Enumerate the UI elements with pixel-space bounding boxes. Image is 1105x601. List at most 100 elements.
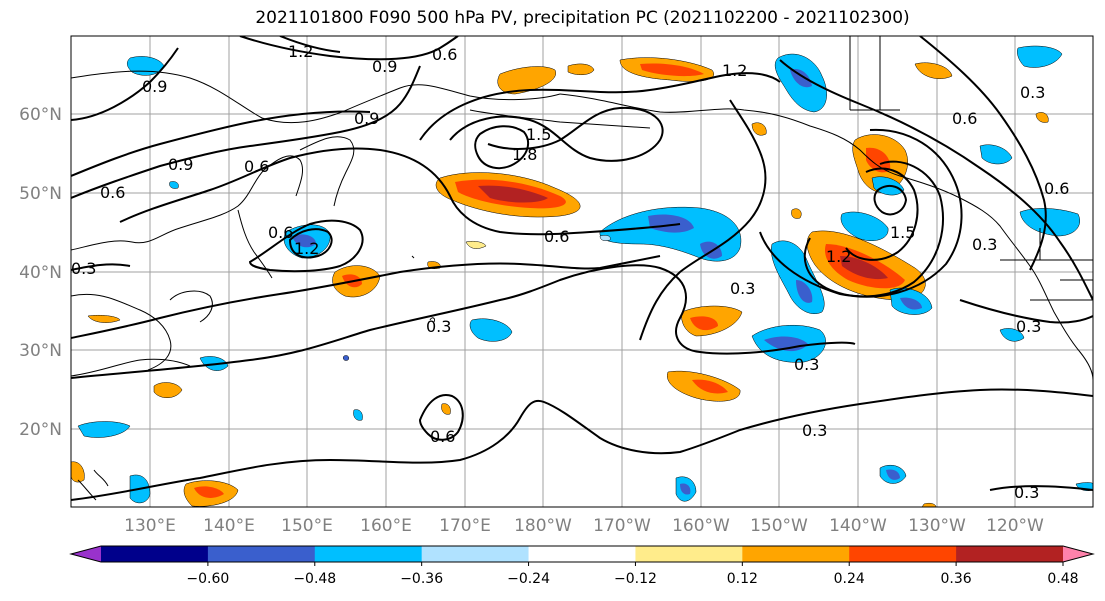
lon-label-130e: 130°E bbox=[124, 516, 176, 536]
contour-label: 0.3 bbox=[730, 279, 755, 298]
pv-contour-0.9 bbox=[71, 47, 179, 121]
pv-contour-0.3 bbox=[71, 388, 1093, 501]
lon-label-120w: 120°W bbox=[986, 516, 1044, 536]
colorbar-segment bbox=[849, 546, 957, 562]
colorbar-segment bbox=[635, 546, 743, 562]
map-frame bbox=[70, 35, 1094, 508]
pv-contour-0.6 bbox=[779, 59, 1093, 301]
pv-contour-1.8 bbox=[474, 125, 530, 170]
precip-positive-region bbox=[497, 66, 556, 95]
gridlines bbox=[71, 36, 1093, 507]
pv-contour-1.5 bbox=[845, 167, 919, 261]
pv-contour-0.6 bbox=[239, 36, 459, 61]
contour-label: 1.8 bbox=[512, 145, 537, 164]
pv-contour-0.9 bbox=[759, 128, 963, 298]
lat-label-20n: 20°N bbox=[19, 420, 62, 440]
precip-negative-core bbox=[292, 234, 316, 248]
contour-label: 0.6 bbox=[100, 183, 125, 202]
precip-negative-core bbox=[796, 280, 813, 303]
latitude-labels: 60°N 50°N 40°N 30°N 20°N bbox=[19, 105, 62, 440]
pv-contour-1.2 bbox=[419, 72, 781, 141]
precip-negative-region bbox=[353, 409, 363, 421]
lon-label-140e: 140°E bbox=[203, 516, 255, 536]
contour-label: 0.3 bbox=[972, 235, 997, 254]
contour-labels: 1.2 0.6 0.9 0.9 0.9 0.6 0.6 0.9 1.2 0.6 … bbox=[71, 42, 1069, 502]
contour-label: 1.2 bbox=[826, 247, 851, 266]
colorbar-segment bbox=[207, 546, 316, 562]
map-plot-area: 1.2 0.6 0.9 0.9 0.9 0.6 0.6 0.9 1.2 0.6 … bbox=[71, 36, 1093, 507]
lon-label-180w: 180°W bbox=[514, 516, 572, 536]
precip-positive-core bbox=[640, 63, 704, 77]
precip-positive-region bbox=[465, 240, 487, 249]
precip-fills bbox=[71, 45, 1093, 507]
precip-positive-region bbox=[87, 314, 121, 323]
colorbar-extend-low bbox=[71, 546, 101, 562]
precip-positive-region bbox=[791, 208, 802, 219]
pv-contour-0.6 bbox=[639, 99, 767, 341]
precip-negative-region bbox=[77, 421, 131, 438]
pv-contour-1.2 bbox=[288, 228, 333, 259]
precip-negative-region bbox=[979, 144, 1013, 165]
colorbar-segment bbox=[956, 546, 1064, 562]
contour-label: 0.6 bbox=[952, 109, 977, 128]
pv-contour-1.5 bbox=[449, 106, 664, 162]
contour-label: 0.9 bbox=[142, 77, 167, 96]
colorbar-segment bbox=[421, 546, 530, 562]
lon-label-160e: 160°E bbox=[360, 516, 412, 536]
precip-positive-region bbox=[153, 382, 183, 398]
pv-contour-0.9 bbox=[248, 219, 364, 273]
lon-label-170w: 170°W bbox=[593, 516, 651, 536]
colorbar-tick-label: 0.24 bbox=[834, 571, 865, 587]
contour-label: 0.9 bbox=[354, 109, 379, 128]
colorbar-tick-label: −0.36 bbox=[400, 571, 443, 587]
precip-positive-core bbox=[478, 185, 548, 203]
pv-contour-0.3 bbox=[919, 36, 1047, 271]
precip-positive-region bbox=[71, 461, 85, 483]
precip-positive-core bbox=[692, 379, 728, 394]
pv-contour-0.6 bbox=[71, 110, 371, 177]
precip-positive-core bbox=[840, 256, 888, 280]
contour-label: 1.2 bbox=[722, 61, 747, 80]
contour-label: 0.6 bbox=[244, 157, 269, 176]
contour-label: 0.9 bbox=[372, 57, 397, 76]
lat-label-60n: 60°N bbox=[19, 105, 62, 125]
contour-label: 0.6 bbox=[268, 223, 293, 242]
precip-negative-region bbox=[999, 328, 1025, 342]
contour-label: 1.2 bbox=[294, 239, 319, 258]
contour-label: 0.9 bbox=[168, 155, 193, 174]
lon-label-140w: 140°W bbox=[829, 516, 887, 536]
precip-positive-region bbox=[914, 62, 953, 79]
pv-contour-0.9 bbox=[71, 65, 421, 199]
pv-contour-0.6 bbox=[71, 255, 661, 339]
precip-positive-region bbox=[567, 63, 595, 75]
pv-contour-0.3 bbox=[989, 485, 1093, 491]
pv-contour-1.2 bbox=[279, 36, 341, 53]
precip-negative-core bbox=[900, 297, 922, 310]
contour-label: 0.3 bbox=[1020, 83, 1045, 102]
precip-positive-region bbox=[441, 403, 451, 415]
pv-contour-0.3 bbox=[959, 299, 1093, 324]
contour-label: 0.3 bbox=[1016, 317, 1041, 336]
contour-label: 0.3 bbox=[1014, 483, 1039, 502]
precip-negative-region bbox=[1019, 208, 1080, 237]
contour-label: 0.3 bbox=[71, 259, 96, 278]
lat-label-50n: 50°N bbox=[19, 184, 62, 204]
contour-label: 0.3 bbox=[802, 421, 827, 440]
colorbar-tick-label: −0.24 bbox=[507, 571, 550, 587]
colorbar: −0.60 −0.48 −0.36 −0.24 −0.12 0.12 0.24 0.36 0.4… bbox=[69, 545, 1095, 587]
precip-positive-core bbox=[194, 486, 224, 498]
pv-contour-0.3 bbox=[71, 264, 856, 379]
lat-label-40n: 40°N bbox=[19, 263, 62, 283]
pv-contour-0.9 bbox=[71, 263, 131, 271]
colorbar-segment bbox=[314, 546, 423, 562]
colorbar-segment bbox=[528, 546, 636, 562]
colorbar-segment bbox=[101, 546, 209, 562]
pv-contour-1.8 bbox=[873, 184, 908, 216]
map-title: 2021101800 F090 500 hPa PV, precipitatio… bbox=[255, 8, 910, 28]
precip-positive-region bbox=[1035, 112, 1049, 123]
pv-contour-0.6 bbox=[418, 394, 464, 441]
colorbar-extend-high bbox=[1063, 546, 1093, 562]
contour-label: 0.6 bbox=[432, 45, 457, 64]
lat-label-30n: 30°N bbox=[19, 341, 62, 361]
